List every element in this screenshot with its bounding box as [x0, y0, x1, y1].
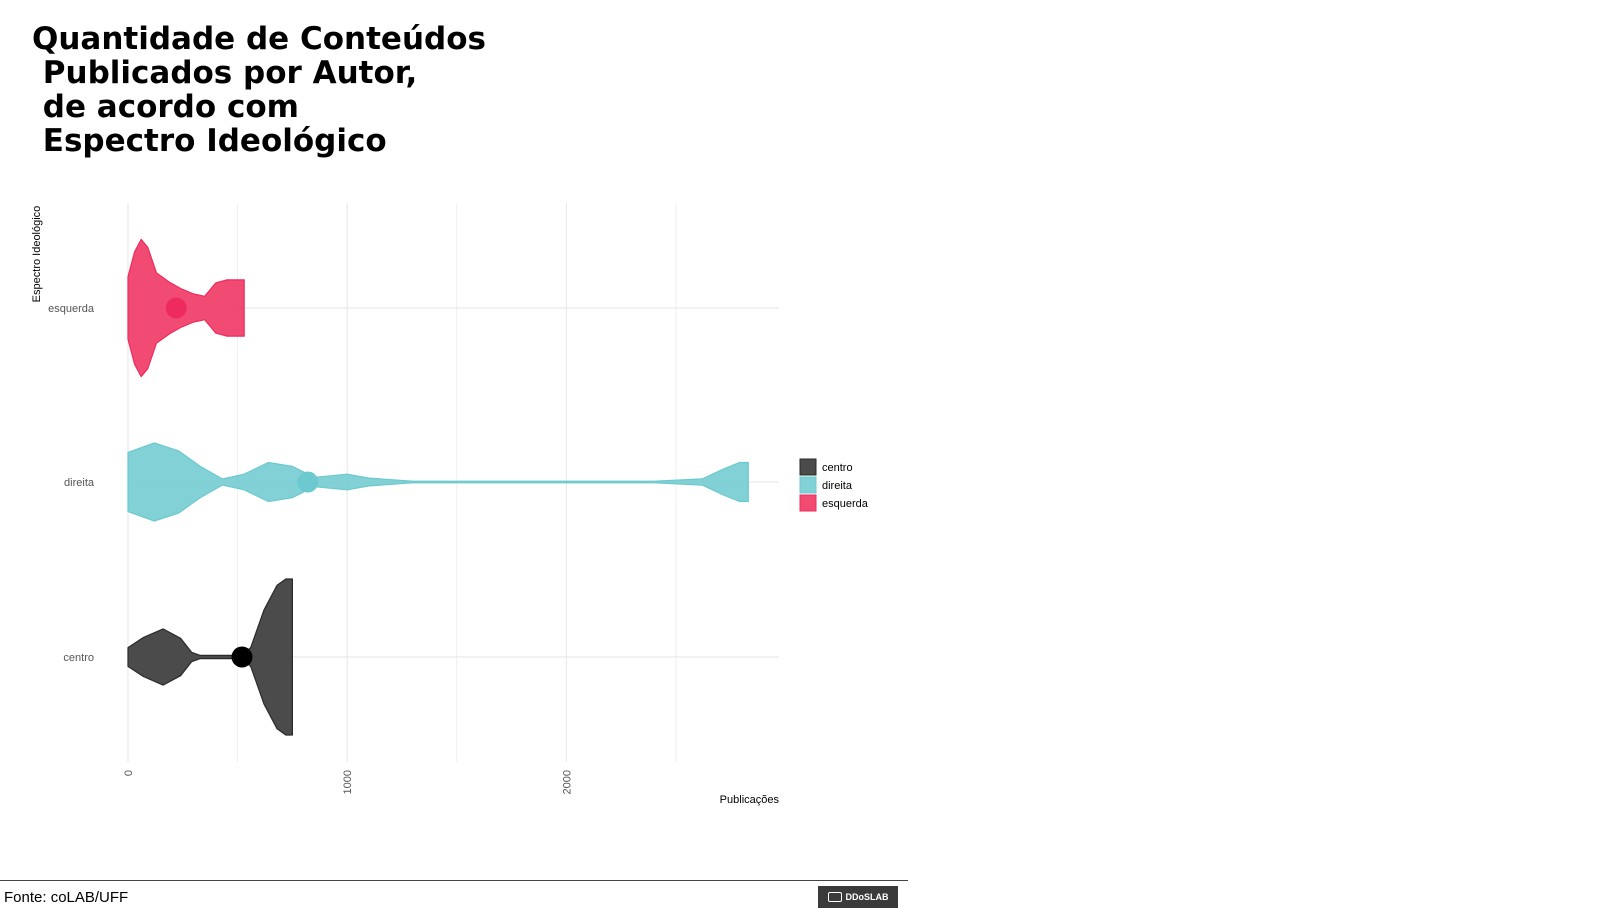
- violin-direita: [127, 442, 749, 522]
- title-line: Publicados por Autor,: [32, 55, 418, 91]
- mean-point-direita: [297, 471, 319, 493]
- chart-title: Quantidade de Conteúdos Publicados por A…: [32, 22, 486, 158]
- footer-divider: [0, 880, 908, 881]
- violin-centro: [127, 578, 293, 736]
- x-tick-label: 0: [123, 770, 135, 776]
- legend-swatch-esquerda: [799, 494, 817, 512]
- source-note: Fonte: coLAB/UFF: [4, 889, 129, 906]
- x-tick-label: 1000: [342, 770, 354, 794]
- ddoslab-logo: DDoSLAB: [818, 886, 898, 908]
- x-tick-label: 2000: [561, 770, 573, 794]
- y-tick-label-centro: centro: [63, 652, 94, 664]
- legend-swatch-centro: [799, 458, 817, 476]
- mean-point-esquerda: [165, 297, 187, 319]
- title-line: Quantidade de Conteúdos: [32, 21, 486, 57]
- y-tick-label-direita: direita: [64, 477, 95, 489]
- legend-swatch-direita: [799, 476, 817, 494]
- mean-point-centro: [231, 646, 253, 668]
- y-tick-label-esquerda: esquerda: [48, 303, 95, 315]
- y-axis-title: Espectro Ideológico: [31, 206, 43, 303]
- logo-text: DDoSLAB: [845, 892, 889, 902]
- legend-label-centro: centro: [822, 462, 853, 474]
- title-line: de acordo com: [32, 89, 299, 125]
- legend-label-esquerda: esquerda: [822, 498, 869, 510]
- legend-label-direita: direita: [822, 480, 853, 492]
- x-axis-title: Publicações: [720, 794, 780, 806]
- title-line: Espectro Ideológico: [32, 123, 387, 159]
- logo-icon: [827, 892, 842, 902]
